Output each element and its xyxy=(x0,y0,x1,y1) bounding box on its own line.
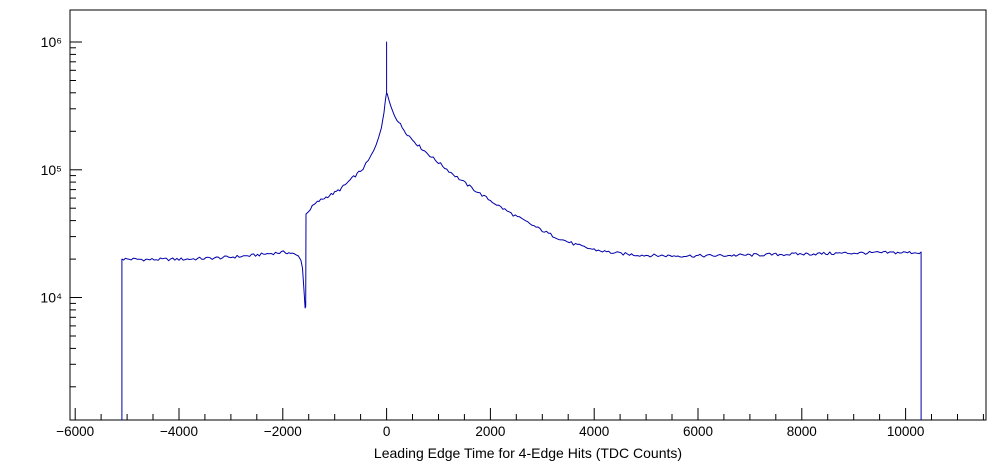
x-tick-label: 8000 xyxy=(787,424,817,439)
x-tick-label: 0 xyxy=(383,424,391,439)
plot-frame xyxy=(69,9,987,421)
x-axis-title: Leading Edge Time for 4-Edge Hits (TDC C… xyxy=(373,445,683,461)
x-tick-label: 2000 xyxy=(475,424,505,439)
x-tick-label: 6000 xyxy=(683,424,713,439)
x-tick-label: −4000 xyxy=(160,424,198,439)
x-tick-label: −2000 xyxy=(264,424,302,439)
histogram-line xyxy=(121,41,922,421)
x-tick-label: −6000 xyxy=(56,424,94,439)
y-tick-label: 10⁶ xyxy=(41,34,62,50)
x-tick-label: 10000 xyxy=(887,424,925,439)
y-tick-label: 10⁴ xyxy=(40,290,62,306)
y-tick-label: 10⁵ xyxy=(41,162,62,178)
x-tick-label: 4000 xyxy=(579,424,609,439)
